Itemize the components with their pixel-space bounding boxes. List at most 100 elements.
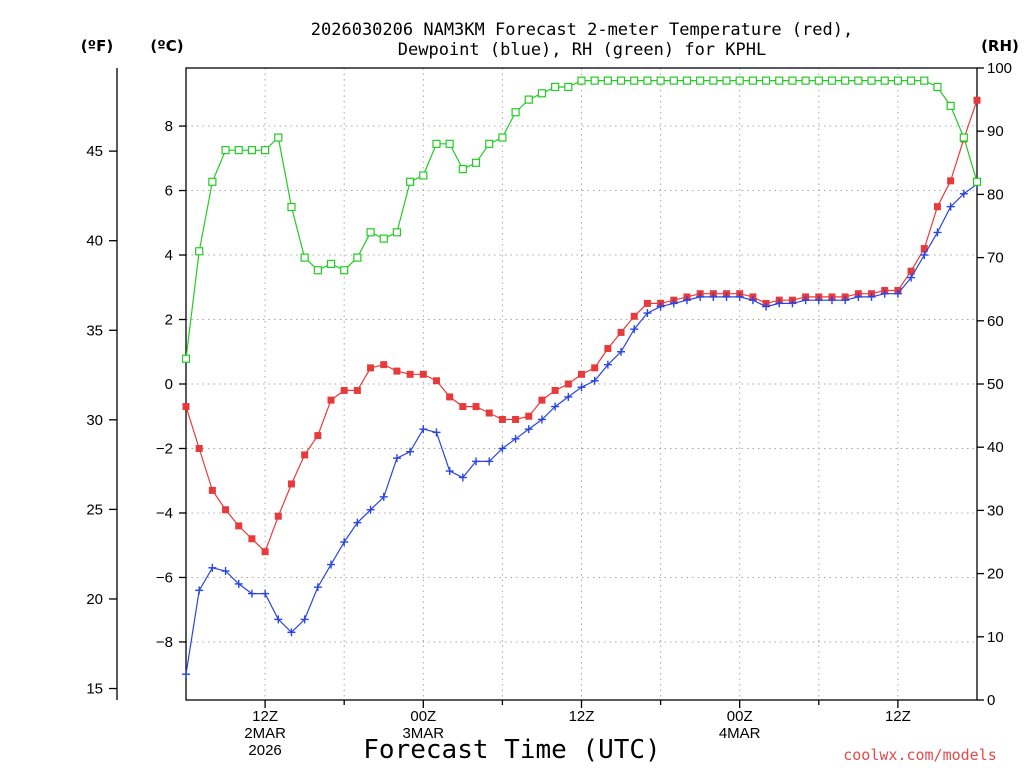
axes — [109, 67, 984, 708]
temperature-point — [380, 361, 388, 369]
rh-point — [669, 76, 678, 85]
rh-point — [181, 354, 191, 363]
temperature-point — [907, 267, 915, 275]
dewpoint-point — [379, 492, 388, 501]
dewpoint-point — [511, 434, 520, 443]
rh-point — [287, 202, 296, 212]
rh-point — [867, 76, 876, 85]
rh-point — [709, 76, 718, 85]
celsius-tick-label: 6 — [165, 183, 173, 200]
rh-point — [643, 76, 652, 85]
rh-point — [419, 171, 428, 180]
fahrenheit-tick-label: 15 — [86, 681, 103, 698]
dewpoint-point — [762, 302, 771, 311]
dewpoint-point — [735, 292, 744, 301]
rh-point — [722, 76, 731, 85]
rh-point — [893, 76, 903, 85]
celsius-unit-label: (ºC) — [150, 37, 183, 55]
rh-point — [524, 95, 533, 104]
dewpoint-point — [340, 538, 349, 546]
rh-point — [775, 76, 784, 85]
dewpoint-point — [907, 273, 916, 282]
x-axis-title: Forecast Time (UTC) — [363, 735, 660, 765]
dewpoint-point — [445, 467, 454, 476]
temperature-point — [432, 377, 440, 385]
rh-point — [511, 108, 520, 117]
rh-point — [340, 266, 349, 275]
dewpoint-point — [485, 457, 494, 466]
rh-point — [564, 82, 573, 92]
temperature-point — [340, 386, 348, 394]
fahrenheit-tick-label: 20 — [86, 591, 103, 608]
rh-point — [906, 76, 916, 85]
rh-point — [827, 76, 837, 85]
x-tick-label: 12Z — [569, 708, 595, 725]
celsius-tick-label: 0 — [165, 376, 173, 393]
dewpoint-point — [617, 347, 626, 356]
chart-title-line-1: 2026030206 NAM3KM Forecast 2-meter Tempe… — [311, 20, 853, 40]
rh-point — [854, 76, 863, 85]
rh-point — [313, 266, 322, 275]
temperature-point — [406, 370, 414, 378]
dewpoint-point — [208, 563, 217, 572]
celsius-tick-label: 8 — [165, 118, 173, 135]
rh-point — [656, 76, 665, 85]
celsius-tick-label: −4 — [156, 505, 173, 522]
x-tick-label: 00Z — [410, 708, 436, 725]
rh-point — [221, 146, 230, 155]
x-tick-label: 12Z — [252, 708, 278, 725]
temperature-point — [564, 380, 572, 388]
dewpoint-point — [643, 309, 652, 318]
series-relative-humidity — [181, 76, 982, 363]
rh-point — [498, 133, 507, 142]
dewpoint-point — [656, 302, 665, 311]
temperature-point — [195, 444, 203, 452]
temperature-point — [472, 403, 480, 411]
fahrenheit-tick-label: 45 — [86, 143, 103, 160]
dewpoint-point — [458, 473, 467, 482]
rh-point — [392, 228, 402, 237]
rh-point — [432, 139, 441, 148]
celsius-tick-label: 2 — [165, 312, 173, 329]
temperature-point — [459, 403, 467, 411]
temperature-point — [643, 299, 651, 307]
rh-tick-label: 30 — [987, 502, 1004, 519]
temperature-point — [538, 396, 546, 404]
dewpoint-point — [682, 296, 691, 305]
temperature-point — [578, 370, 585, 378]
tick-labels: 15202530354045−8−6−4−2024680102030405060… — [86, 60, 1012, 759]
dewpoint-point — [722, 292, 731, 301]
fahrenheit-tick-label: 25 — [86, 501, 103, 518]
rh-point — [801, 76, 810, 85]
rh-point — [353, 253, 362, 262]
dewpoint-point — [498, 444, 507, 453]
celsius-tick-label: −8 — [156, 634, 173, 651]
rh-point — [551, 82, 560, 92]
dewpoint-point — [880, 289, 889, 298]
rh-point — [458, 165, 467, 174]
rh-point — [696, 76, 705, 85]
temperature-point — [485, 409, 493, 417]
dewpoint-point — [748, 296, 757, 305]
rh-point — [485, 139, 494, 148]
dewpoint-point — [841, 296, 850, 305]
rh-tick-label: 50 — [987, 376, 1004, 393]
temperature-point — [274, 512, 282, 520]
dewpoint-point — [537, 415, 546, 424]
fahrenheit-unit-label: (ºF) — [81, 37, 113, 55]
dewpoint-point — [406, 447, 415, 456]
dewpoint-point — [392, 454, 401, 463]
temperature-point — [630, 312, 638, 320]
celsius-tick-label: −6 — [156, 569, 173, 586]
dewpoint-point — [709, 292, 718, 301]
fahrenheit-tick-label: 30 — [86, 412, 103, 429]
dewpoint-point — [577, 383, 586, 392]
x-tick-label: 12Z — [885, 708, 911, 725]
temperature-point — [591, 364, 599, 372]
rh-point — [445, 139, 454, 148]
rh-point — [788, 76, 797, 85]
dewpoint-point — [893, 289, 902, 298]
temperature-point — [512, 415, 520, 423]
temperature-point — [604, 345, 612, 353]
